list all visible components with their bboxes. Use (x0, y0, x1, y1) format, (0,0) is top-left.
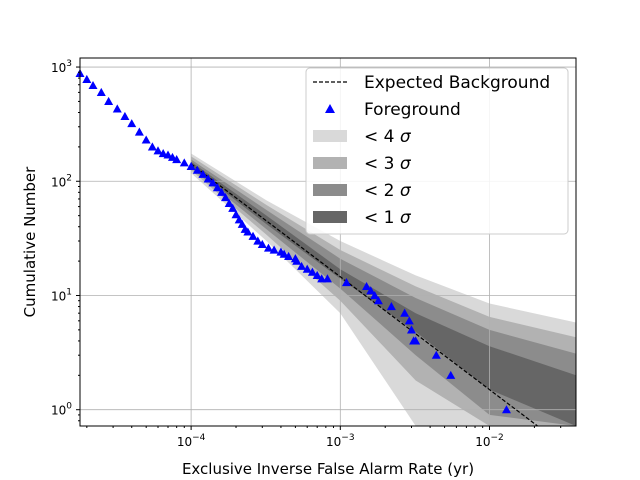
foreground-point (312, 270, 322, 279)
foreground-point (292, 256, 302, 265)
foreground-point (212, 183, 222, 192)
y-axis-ticks: 100 101 102 103 (51, 59, 80, 422)
foreground-point (141, 135, 151, 144)
foreground-point (341, 277, 351, 287)
foreground-point (179, 158, 189, 167)
foreground-point (163, 150, 173, 159)
foreground-point (208, 178, 218, 187)
legend-label: < 3 σ (364, 154, 412, 174)
y-tick-label: 102 (51, 173, 72, 189)
foreground-point (231, 210, 241, 219)
expected-background-line (190, 163, 538, 427)
foreground-point (96, 87, 106, 96)
foreground-point (269, 245, 279, 254)
legend-label: < 2 σ (364, 181, 412, 201)
foreground-point (362, 281, 372, 291)
foreground-point (172, 155, 182, 164)
foreground-point (228, 203, 238, 212)
foreground-point (307, 267, 317, 276)
foreground-point (404, 316, 414, 325)
foreground-point (127, 119, 137, 128)
legend-patch-swatch (313, 157, 347, 169)
foreground-point (134, 127, 144, 136)
legend-patch-swatch (313, 130, 347, 142)
foreground-point (257, 239, 267, 249)
y-tick-label: 100 (51, 402, 72, 418)
foreground-point (217, 187, 227, 196)
y-tick-label: 103 (51, 59, 72, 75)
legend-label: Foreground (364, 100, 461, 120)
x-axis-label: Exclusive Inverse False Alarm Rate (yr) (182, 460, 474, 478)
foreground-point (237, 219, 247, 228)
foreground-point (373, 296, 383, 305)
sigma-bands (191, 153, 576, 427)
foreground-point (147, 142, 157, 151)
foreground-point (302, 264, 312, 273)
sigma-band-1 (191, 161, 576, 427)
y-axis-label: Cumulative Number (21, 166, 39, 317)
x-tick-label: 10−4 (177, 433, 206, 449)
foreground-point (284, 251, 294, 260)
legend-triangle-swatch (325, 104, 335, 113)
foreground-point (82, 74, 92, 83)
foreground-point (322, 274, 332, 283)
foreground-point (370, 290, 380, 300)
foreground-point (317, 274, 327, 283)
foreground-point (400, 308, 410, 317)
expected-background-curve (190, 163, 538, 427)
foreground-point (120, 111, 130, 120)
foreground-point (263, 243, 273, 252)
foreground-point (153, 146, 163, 155)
legend: Expected Background Foreground < 4 σ < 3 σ <… (305, 67, 569, 235)
legend-patch-swatch (313, 211, 347, 223)
foreground-point (406, 325, 416, 334)
foreground-point (431, 350, 441, 359)
x-axis-ticks: 10−4 10−3 10−2 (86, 426, 562, 449)
foreground-point (446, 370, 456, 379)
legend-label: Expected Background (364, 73, 550, 93)
legend-box (305, 67, 569, 235)
legend-label: < 1 σ (364, 208, 412, 228)
foreground-point (243, 227, 253, 236)
plot-frame (79, 57, 577, 427)
foreground-point (248, 231, 258, 240)
legend-patch-swatch (313, 184, 347, 196)
foreground-point (220, 193, 230, 202)
foreground-point (198, 169, 208, 178)
foreground-point (297, 261, 307, 270)
x-tick-label: 10−3 (326, 433, 355, 449)
x-tick-label: 10−2 (475, 433, 504, 449)
foreground-point (88, 80, 98, 90)
foreground-point (279, 249, 289, 258)
foreground-point (192, 165, 202, 174)
foreground-point (386, 302, 396, 311)
foreground-point (501, 405, 511, 414)
foreground-point (253, 236, 263, 245)
foreground-points (75, 68, 511, 414)
foreground-point (104, 96, 114, 106)
foreground-point (203, 174, 213, 183)
y-tick-label: 101 (51, 287, 72, 303)
legend-label: < 4 σ (364, 127, 412, 147)
foreground-point (224, 198, 234, 208)
foreground-point (112, 104, 122, 113)
foreground-point (366, 286, 376, 295)
foreground-point (186, 161, 196, 170)
foreground-point (411, 336, 421, 345)
